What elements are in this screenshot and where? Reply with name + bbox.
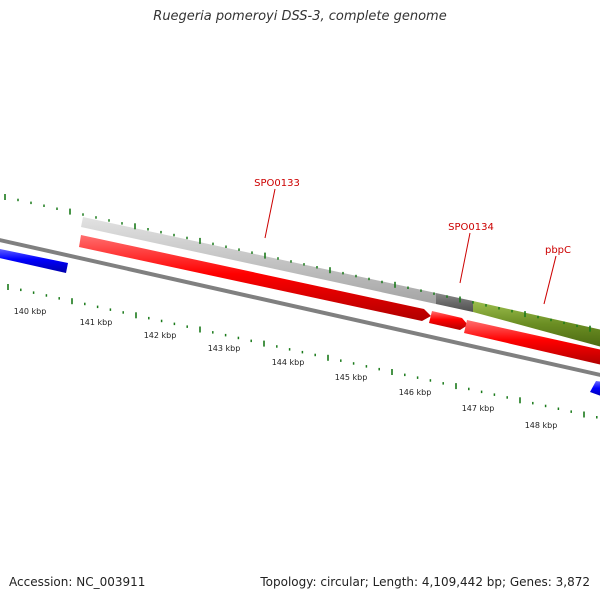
cog-segment-dark-gray (436, 293, 473, 312)
gene-label-spo0133: SPO0133 (254, 178, 300, 189)
cog-segment-olive (473, 301, 600, 347)
feature-arrow-left (0, 249, 68, 273)
map-title: Ruegeria pomeroyi DSS-3, complete genome (153, 9, 447, 24)
scale-label: 143 kbp (208, 344, 241, 353)
scale-label: 146 kbp (399, 388, 432, 397)
outer-tick-ring (4, 194, 591, 332)
gene-label-leader-spo0134 (459, 232, 471, 284)
feature-arrow-right (590, 381, 600, 396)
scale-label: 144 kbp (272, 358, 305, 367)
scale-label: 142 kbp (144, 331, 177, 340)
cds-arrow-pbpc (464, 320, 600, 365)
scale-label: 147 kbp (462, 404, 495, 413)
cds-arrow-spo0134 (429, 311, 468, 330)
gene-label-leader-pbpc (543, 255, 557, 305)
accession-text: Accession: NC_003911 (9, 575, 146, 589)
gene-label-pbpc: pbpC (545, 245, 571, 256)
scale-label: 145 kbp (335, 373, 368, 382)
scale-label: 148 kbp (525, 421, 558, 430)
genome-backbone (0, 238, 600, 377)
inner-tick-ring (7, 284, 598, 419)
cds-arrow-spo0133 (79, 235, 431, 321)
cog-segment-light-gray (81, 217, 436, 304)
gene-label-leader-spo0133 (264, 188, 276, 239)
scale-label: 140 kbp (14, 307, 47, 316)
gene-label-spo0134: SPO0134 (448, 222, 494, 233)
genome-summary-text: Topology: circular; Length: 4,109,442 bp… (260, 575, 590, 589)
scale-label: 141 kbp (80, 318, 113, 327)
